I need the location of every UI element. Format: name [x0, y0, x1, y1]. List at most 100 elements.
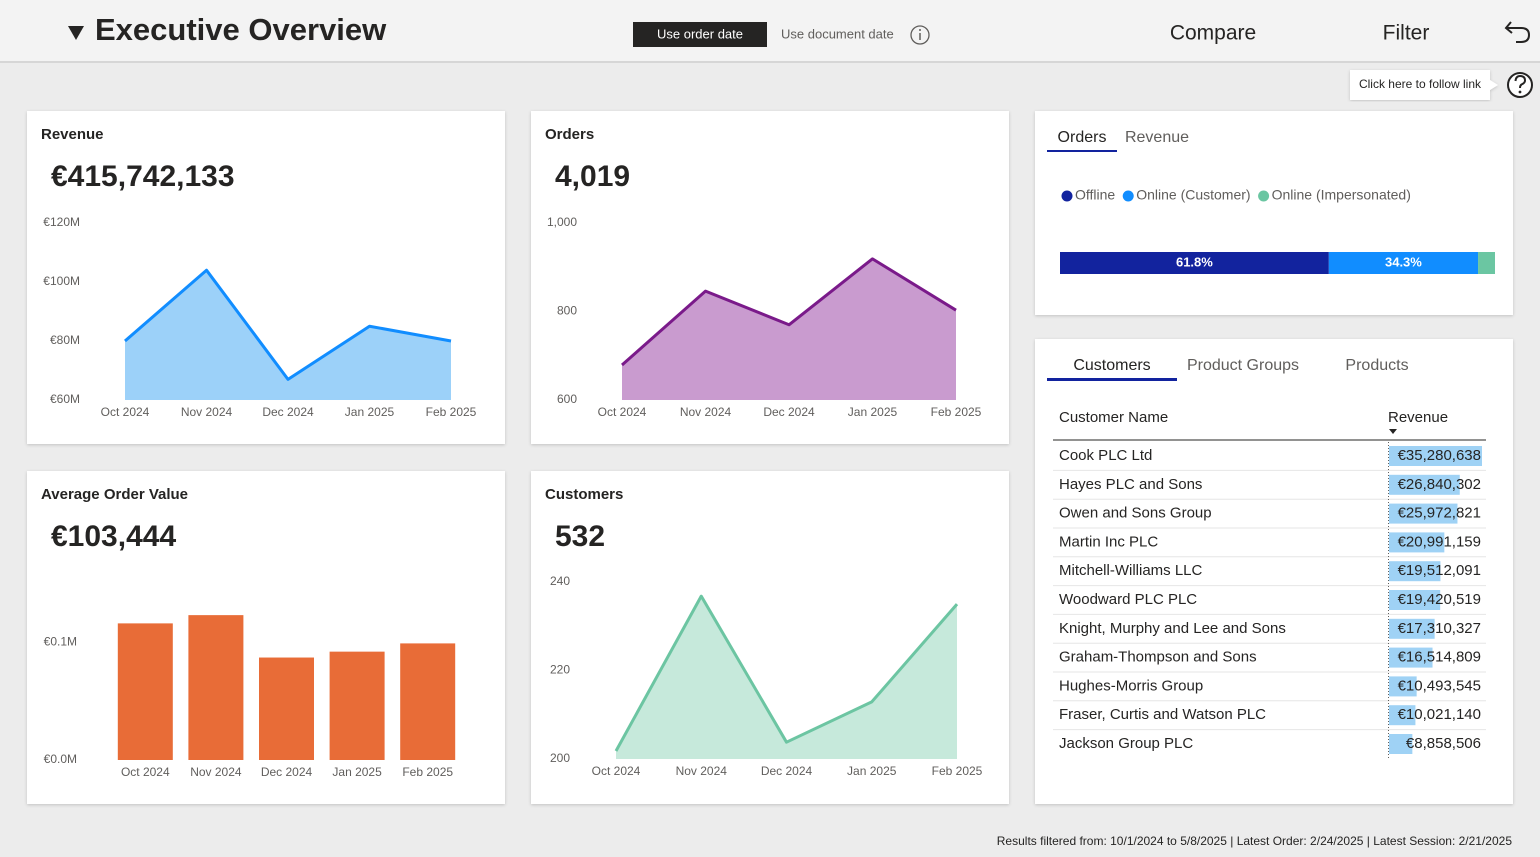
- customer-name: Hughes-Morris Group: [1059, 677, 1203, 694]
- revenue-value: €10,493,545: [1398, 677, 1481, 694]
- area-fill: [125, 270, 451, 400]
- x-tick-label: Nov 2024: [181, 405, 233, 419]
- data-bar: [1389, 561, 1441, 582]
- y-tick-label: 1,000: [547, 215, 577, 229]
- y-tick-label: 220: [550, 663, 570, 677]
- customer-name: Graham-Thompson and Sons: [1059, 649, 1257, 666]
- kpi-value: 4,019: [555, 160, 630, 193]
- revenue-value: €25,972,821: [1398, 505, 1481, 522]
- data-bar: [1389, 503, 1458, 524]
- x-tick-label: Oct 2024: [598, 405, 647, 419]
- y-tick-label: €80M: [50, 333, 80, 347]
- document-date-label[interactable]: Use document date: [781, 26, 894, 41]
- bar-segment: [1328, 252, 1479, 274]
- data-label: 34.3%: [1385, 254, 1422, 269]
- area-fill: [616, 596, 957, 759]
- x-tick-label: Jan 2025: [847, 764, 897, 778]
- legend-swatch: [1061, 190, 1073, 202]
- revenue-value: €17,310,327: [1398, 620, 1481, 637]
- legend-label: Offline: [1075, 187, 1115, 203]
- revenue-value: €20,991,159: [1398, 533, 1481, 550]
- kpi-value: €103,444: [51, 520, 176, 553]
- filter-button[interactable]: Filter: [1383, 22, 1430, 45]
- revenue-value: €10,021,140: [1398, 706, 1481, 723]
- y-tick-label: 600: [557, 392, 577, 406]
- x-tick-label: Jan 2025: [332, 765, 382, 779]
- bar: [117, 623, 173, 760]
- bar: [188, 615, 244, 760]
- data-bar: [1389, 705, 1416, 726]
- footer-status: Results filtered from: 10/1/2024 to 5/8/…: [997, 834, 1513, 848]
- customer-name: Cook PLC Ltd: [1059, 447, 1152, 464]
- sort-indicator: [1389, 429, 1397, 434]
- bar-segment: [1478, 252, 1495, 274]
- y-tick-label: €0.1M: [44, 634, 77, 648]
- line: [124, 268, 452, 381]
- area-fill: [622, 258, 956, 400]
- x-tick-label: Jan 2025: [848, 405, 898, 419]
- x-tick-label: Dec 2024: [262, 405, 314, 419]
- revenue-value: €16,514,809: [1398, 649, 1481, 666]
- tab[interactable]: Revenue: [1125, 129, 1189, 146]
- line: [621, 257, 957, 367]
- card-title: Customers: [545, 486, 623, 503]
- tab[interactable]: Products: [1345, 357, 1408, 374]
- tab[interactable]: Customers: [1073, 357, 1150, 374]
- legend-swatch: [1258, 190, 1270, 202]
- x-tick-label: Oct 2024: [592, 764, 641, 778]
- data-bar: [1389, 618, 1435, 639]
- kpi-value: €415,742,133: [51, 160, 235, 193]
- bar: [400, 643, 456, 760]
- x-tick-label: Nov 2024: [680, 405, 732, 419]
- order-date-button[interactable]: [633, 22, 767, 47]
- legend-label: Online (Customer): [1136, 187, 1250, 203]
- bar: [329, 651, 385, 760]
- header-bar: [0, 0, 1540, 62]
- customer-name: Fraser, Curtis and Watson PLC: [1059, 706, 1266, 723]
- x-tick-label: Dec 2024: [261, 765, 313, 779]
- customer-name: Martin Inc PLC: [1059, 533, 1158, 550]
- tooltip: [1350, 70, 1498, 100]
- info-icon[interactable]: [910, 25, 930, 45]
- customer-name: Jackson Group PLC: [1059, 735, 1193, 752]
- tab-underline: [1047, 378, 1177, 381]
- tooltip-text: Click here to follow link: [1359, 77, 1482, 91]
- y-tick-label: 800: [557, 304, 577, 318]
- revenue-value: €8,858,506: [1406, 735, 1481, 752]
- bar: [259, 657, 314, 760]
- data-bar: [1389, 474, 1460, 495]
- column-header: Customer Name: [1059, 409, 1168, 426]
- revenue-value: €26,840,302: [1398, 476, 1481, 493]
- order-date-label[interactable]: Use order date: [657, 26, 743, 41]
- x-tick-label: Feb 2025: [931, 405, 982, 419]
- card-title: Revenue: [41, 126, 104, 143]
- x-tick-label: Oct 2024: [121, 765, 170, 779]
- revenue-value: €19,512,091: [1398, 562, 1481, 579]
- y-tick-label: €60M: [50, 392, 80, 406]
- help-icon[interactable]: [1507, 72, 1533, 98]
- collapse-icon[interactable]: [68, 26, 84, 40]
- y-tick-label: 200: [550, 751, 570, 765]
- data-bar: [1389, 734, 1413, 754]
- x-tick-label: Nov 2024: [190, 765, 242, 779]
- tab[interactable]: Orders: [1058, 129, 1107, 146]
- page-title: Executive Overview: [95, 12, 387, 47]
- x-tick-label: Feb 2025: [932, 764, 983, 778]
- line: [614, 594, 959, 752]
- customer-name: Knight, Murphy and Lee and Sons: [1059, 620, 1286, 637]
- card: [1035, 111, 1513, 315]
- customer-name: Hayes PLC and Sons: [1059, 476, 1202, 493]
- customer-name: Woodward PLC PLC: [1059, 591, 1197, 608]
- card-title: Average Order Value: [41, 486, 188, 503]
- x-tick-label: Jan 2025: [345, 405, 395, 419]
- data-label: 61.8%: [1176, 254, 1213, 269]
- x-tick-label: Dec 2024: [763, 405, 815, 419]
- x-tick-label: Dec 2024: [761, 764, 813, 778]
- tab[interactable]: Product Groups: [1187, 357, 1299, 374]
- undo-icon[interactable]: [1504, 21, 1531, 43]
- y-tick-label: 240: [550, 574, 570, 588]
- legend-label: Online (Impersonated): [1272, 187, 1411, 203]
- compare-button[interactable]: Compare: [1170, 22, 1256, 45]
